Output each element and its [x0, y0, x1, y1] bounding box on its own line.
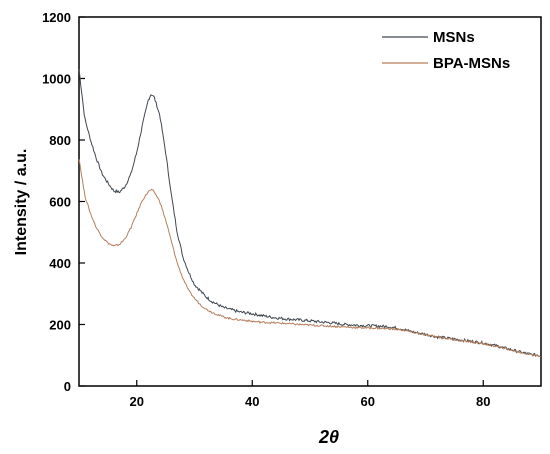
series-layer [78, 69, 542, 358]
y-tick-label: 1200 [42, 10, 71, 25]
y-tick-label: 600 [49, 195, 71, 210]
x-tick-label: 40 [245, 394, 259, 409]
x-axis-title: 2θ [318, 427, 339, 447]
y-axis-title: Intensity / a.u. [13, 149, 30, 256]
legend-label-bpa-msns: BPA-MSNs [433, 55, 510, 72]
x-tick-label: 20 [130, 394, 144, 409]
y-tick-label: 0 [64, 379, 71, 394]
series-line-msns [78, 69, 541, 358]
legend-label-msns: MSNs [433, 29, 475, 46]
y-tick-label: 1000 [42, 72, 71, 87]
y-tick-label: 400 [49, 256, 71, 271]
legend: MSNs BPA-MSNs [382, 29, 510, 72]
plot-frame [78, 16, 542, 387]
x-tick-label: 80 [476, 394, 490, 409]
series-line-bpa-msns [78, 159, 542, 358]
y-tick-label: 800 [49, 133, 71, 148]
x-tick-label: 60 [361, 394, 375, 409]
y-tick-label: 200 [49, 318, 71, 333]
